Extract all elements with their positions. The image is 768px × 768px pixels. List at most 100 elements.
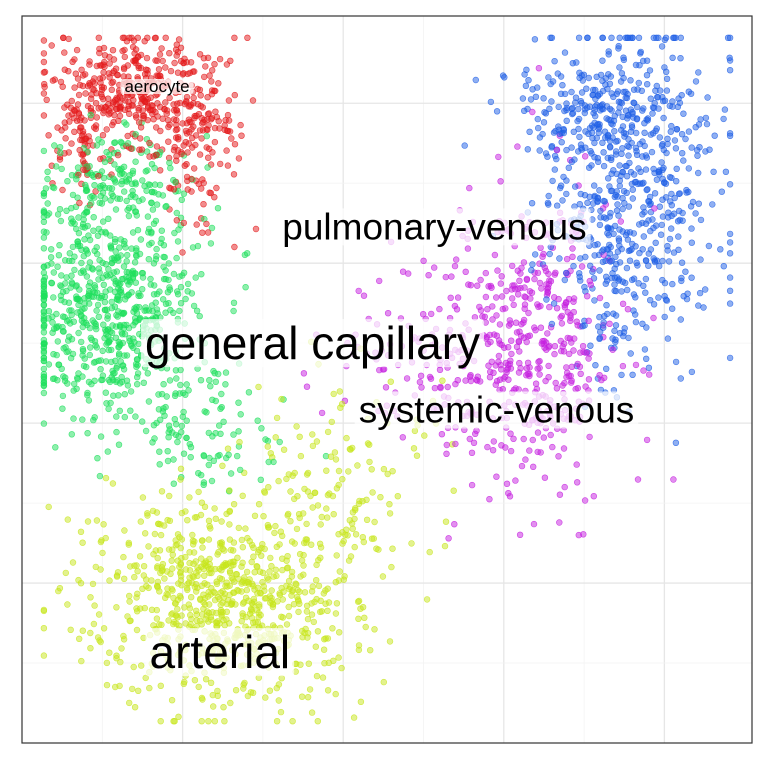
label-text: general capillary: [145, 317, 480, 369]
scatter-point-general-capillary: [101, 293, 109, 300]
scatter-point-arterial: [330, 390, 337, 398]
scatter-point-aerocyte: [196, 151, 204, 158]
scatter-point-arterial: [388, 563, 395, 571]
scatter-point-systemic-venous: [517, 332, 525, 340]
scatter-point-general-capillary: [74, 194, 81, 201]
scatter-point-pulmonary-venous: [656, 134, 663, 141]
scatter-point-general-capillary: [160, 381, 167, 388]
scatter-point-pulmonary-venous: [663, 75, 671, 83]
scatter-point-arterial: [292, 580, 299, 587]
scatter-point-pulmonary-venous: [656, 87, 664, 94]
scatter-point-arterial: [141, 604, 149, 612]
scatter-point-aerocyte: [249, 97, 257, 104]
scatter-point-pulmonary-venous: [617, 99, 624, 106]
scatter-point-general-capillary: [61, 298, 68, 306]
scatter-point-arterial: [442, 518, 450, 525]
scatter-point-arterial: [335, 467, 343, 475]
scatter-point-systemic-venous: [565, 350, 573, 358]
scatter-point-pulmonary-venous: [664, 335, 672, 342]
scatter-point-general-capillary: [131, 259, 139, 266]
scatter-point-general-capillary: [122, 244, 129, 251]
scatter-point-general-capillary: [183, 434, 190, 442]
scatter-point-aerocyte: [79, 157, 87, 165]
scatter-point-aerocyte: [72, 70, 80, 77]
scatter-point-general-capillary: [81, 181, 89, 189]
scatter-point-arterial: [248, 600, 256, 607]
scatter-point-aerocyte: [224, 162, 232, 169]
scatter-point-systemic-venous: [508, 350, 515, 358]
scatter-point-arterial: [257, 589, 264, 597]
scatter-point-pulmonary-venous: [619, 123, 627, 130]
scatter-point-pulmonary-venous: [642, 355, 650, 362]
scatter-point-aerocyte: [205, 154, 212, 161]
scatter-point-pulmonary-venous: [581, 283, 588, 291]
scatter-point-arterial: [348, 520, 356, 527]
scatter-point-arterial: [314, 502, 322, 509]
scatter-point-aerocyte: [230, 171, 238, 178]
scatter-point-arterial: [77, 579, 85, 587]
scatter-point-pulmonary-venous: [705, 242, 713, 250]
scatter-point-aerocyte: [179, 120, 186, 127]
scatter-point-systemic-venous: [464, 245, 472, 252]
scatter-point-arterial: [89, 580, 97, 588]
scatter-point-arterial: [394, 493, 401, 500]
scatter-point-arterial: [157, 521, 164, 528]
scatter-point-general-capillary: [126, 335, 133, 342]
scatter-point-systemic-venous: [477, 276, 484, 284]
scatter-point-general-capillary: [40, 316, 48, 324]
scatter-point-pulmonary-venous: [597, 207, 604, 215]
scatter-point-general-capillary: [177, 381, 184, 389]
scatter-point-arterial: [300, 551, 307, 559]
scatter-point-general-capillary: [120, 171, 128, 178]
scatter-point-general-capillary: [90, 293, 98, 300]
scatter-point-arterial: [242, 594, 250, 601]
scatter-point-general-capillary: [116, 323, 124, 330]
scatter-point-pulmonary-venous: [599, 101, 606, 108]
scatter-point-arterial: [130, 663, 137, 671]
scatter-point-systemic-venous: [632, 361, 640, 369]
scatter-point-arterial: [174, 605, 181, 613]
scatter-point-general-capillary: [85, 264, 92, 271]
scatter-point-systemic-venous: [468, 481, 476, 489]
scatter-point-pulmonary-venous: [559, 197, 566, 204]
scatter-point-pulmonary-venous: [635, 221, 643, 228]
scatter-point-pulmonary-venous: [618, 288, 625, 295]
scatter-point-systemic-venous: [360, 292, 368, 299]
scatter-point-arterial: [200, 591, 207, 598]
scatter-point-systemic-venous: [501, 344, 508, 351]
scatter-point-arterial: [272, 566, 279, 573]
scatter-point-arterial: [131, 573, 138, 581]
scatter-point-arterial: [135, 687, 142, 694]
scatter-point-systemic-venous: [451, 520, 458, 528]
scatter-point-pulmonary-venous: [607, 187, 615, 195]
scatter-point-systemic-venous: [510, 435, 517, 442]
scatter-point-systemic-venous: [569, 245, 576, 252]
scatter-point-general-capillary: [139, 274, 147, 281]
scatter-point-systemic-venous: [619, 362, 627, 370]
scatter-point-general-capillary: [130, 204, 137, 211]
scatter-point-arterial: [62, 569, 70, 577]
scatter-point-systemic-venous: [570, 335, 578, 342]
scatter-point-arterial: [178, 509, 186, 517]
scatter-point-general-capillary: [120, 310, 127, 317]
scatter-point-pulmonary-venous: [612, 322, 620, 329]
scatter-point-aerocyte: [41, 83, 48, 91]
scatter-point-systemic-venous: [563, 255, 571, 263]
scatter-point-pulmonary-venous: [673, 165, 680, 173]
scatter-point-pulmonary-venous: [525, 76, 532, 84]
scatter-point-arterial: [178, 536, 186, 543]
scatter-point-aerocyte: [208, 115, 215, 123]
scatter-point-arterial: [143, 576, 150, 583]
scatter-point-pulmonary-venous: [600, 246, 607, 253]
scatter-point-general-capillary: [85, 288, 93, 295]
scatter-point-arterial: [426, 548, 433, 556]
scatter-point-general-capillary: [102, 389, 110, 396]
scatter-point-general-capillary: [106, 232, 114, 239]
scatter-point-pulmonary-venous: [656, 171, 663, 178]
scatter-point-arterial: [305, 660, 312, 667]
scatter-point-pulmonary-venous: [672, 178, 680, 185]
scatter-point-general-capillary: [121, 352, 128, 359]
scatter-point-general-capillary: [40, 263, 48, 270]
scatter-point-arterial: [304, 615, 312, 623]
scatter-point-pulmonary-venous: [585, 74, 592, 82]
